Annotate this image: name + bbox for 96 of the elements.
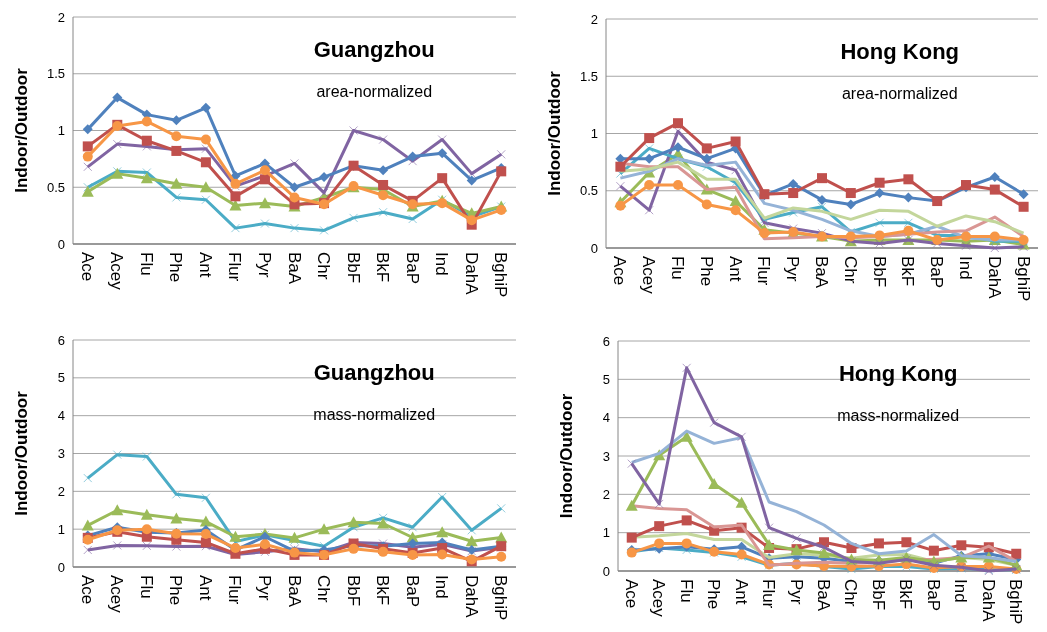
x-tick-label: Acey (649, 579, 669, 618)
x-tick-label: BbF (343, 575, 363, 607)
x-tick-label: Pyr (783, 256, 803, 282)
y-axis-title: Indoor/Outdoor (12, 67, 31, 193)
x-tick-label: Ant (195, 575, 215, 601)
x-tick-label: BaP (402, 575, 422, 608)
text: Guangzhou (313, 37, 435, 62)
x-tick-label: Phe (696, 256, 716, 287)
y-tick-label: 2 (57, 9, 65, 25)
x-tick-label: BkF (898, 256, 918, 287)
y-tick-label: 1.5 (579, 68, 598, 84)
y-tick-label: 4 (602, 410, 610, 426)
y-tick-label: 1 (57, 521, 65, 537)
x-tick-label: Phe (166, 252, 186, 283)
y-tick-label: 2 (590, 11, 598, 27)
x-tick-label: BkF (373, 575, 393, 606)
x-tick-label: Ace (621, 579, 641, 609)
x-tick-label: BghiP (491, 575, 511, 621)
y-tick-label: 1 (57, 123, 65, 139)
x-tick-label: DahA (461, 575, 481, 619)
y-axis-title: Indoor/Outdoor (545, 70, 564, 196)
text: area-normalized (316, 83, 433, 100)
y-axis-title: Indoor/Outdoor (557, 393, 576, 519)
x-tick-label: DahA (461, 252, 481, 296)
y-tick-label: 1.5 (46, 66, 65, 82)
y-tick-label: 3 (57, 446, 65, 462)
x-tick-label: Acey (107, 575, 127, 614)
text: Hong Kong (840, 39, 960, 64)
y-tick-label: 2 (602, 486, 610, 502)
x-tick-label: Phe (704, 579, 724, 610)
x-tick-label: Flu (668, 256, 687, 280)
x-tick-label: BaP (402, 252, 422, 285)
x-tick-label: Ant (195, 252, 215, 278)
y-tick-label: 5 (57, 370, 65, 386)
x-tick-label: BghiP (1006, 579, 1026, 625)
x-tick-label: Pyr (786, 579, 806, 605)
x-tick-label: Pyr (254, 252, 274, 278)
x-tick-label: Ind (956, 256, 975, 280)
y-tick-label: 6 (57, 332, 65, 348)
x-tick-label: BaP (927, 256, 947, 289)
x-tick-label: Chr (314, 252, 334, 280)
x-tick-label: Ace (610, 256, 630, 286)
x-tick-label: Ind (951, 579, 971, 603)
x-tick-label: Chr (314, 575, 334, 603)
y-tick-label: 2 (57, 483, 65, 499)
y-tick-label: 0.5 (579, 183, 598, 199)
x-tick-label: Ace (77, 252, 97, 282)
text: Hong Kong (838, 361, 958, 386)
x-tick-label: Acey (107, 252, 127, 291)
x-tick-label: BaA (284, 252, 304, 285)
x-tick-label: BghiP (491, 252, 511, 298)
y-tick-label: 0 (57, 559, 65, 575)
x-tick-label: BkF (896, 579, 916, 610)
x-tick-label: Ant (725, 256, 745, 282)
x-tick-label: Flu (136, 252, 156, 276)
x-tick-label: Flur (754, 256, 774, 286)
text: Guangzhou (313, 360, 435, 385)
x-tick-label: Acey (639, 256, 659, 295)
y-axis-title: Indoor/Outdoor (12, 390, 31, 516)
x-tick-label: Chr (840, 256, 860, 284)
x-tick-label: Flur (225, 252, 245, 282)
x-tick-label: BkF (373, 252, 393, 283)
x-tick-label: BaP (923, 579, 943, 612)
x-tick-label: BaA (284, 575, 304, 608)
y-tick-label: 0 (602, 563, 610, 579)
x-tick-label: Flur (225, 575, 245, 605)
y-tick-label: 1 (602, 525, 610, 541)
text: area-normalized (841, 85, 958, 102)
y-tick-label: 5 (602, 371, 610, 387)
text: mass-normalized (313, 406, 436, 423)
text: mass-normalized (837, 407, 960, 424)
y-tick-label: 0.5 (46, 179, 65, 195)
x-tick-label: Ind (432, 575, 452, 599)
x-tick-label: DahA (984, 256, 1004, 300)
x-tick-label: Flu (676, 579, 696, 603)
y-tick-label: 4 (57, 408, 65, 424)
x-tick-label: Flu (136, 575, 156, 599)
x-tick-label: Ace (77, 575, 97, 605)
y-tick-label: 3 (602, 448, 610, 464)
y-tick-label: 1 (590, 126, 598, 142)
y-tick-label: 0 (57, 236, 65, 252)
x-tick-label: BghiP (1013, 256, 1033, 302)
x-tick-label: BaA (812, 256, 831, 289)
x-tick-label: Ind (432, 252, 452, 276)
x-tick-label: Pyr (254, 575, 274, 601)
x-tick-label: Ant (731, 579, 751, 605)
x-tick-label: BbF (868, 579, 888, 611)
x-tick-label: DahA (978, 579, 998, 623)
x-tick-label: Flur (759, 579, 779, 609)
x-tick-label: BbF (869, 256, 889, 288)
x-tick-label: Phe (166, 575, 186, 606)
x-tick-label: BaA (814, 579, 833, 612)
x-tick-label: BbF (343, 252, 363, 284)
x-tick-label: Chr (841, 579, 861, 607)
y-tick-label: 0 (590, 240, 598, 256)
y-tick-label: 6 (602, 333, 610, 349)
